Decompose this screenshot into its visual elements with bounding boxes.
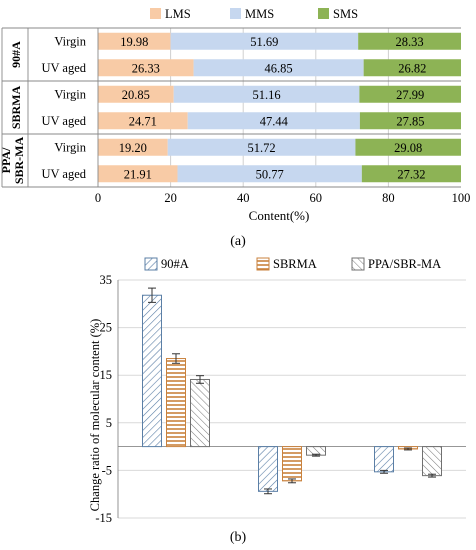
data-label: 28.33 [396,35,424,49]
legend-label-lms: LMS [165,7,191,21]
gridlines [118,279,466,519]
bars [142,287,442,495]
panel-label-b: (b) [230,530,247,545]
legend-swatch-lms [150,8,161,19]
x-tick-label: 60 [310,191,323,205]
group-label: SBRMA [9,86,23,130]
y-tick-label: -5 [102,463,112,477]
bar [422,446,442,477]
data-label: 20.85 [122,88,150,102]
bar-segment [98,112,188,130]
row-label: Virgin [54,34,86,48]
bar-segment [355,138,461,156]
data-label: 29.08 [394,141,422,155]
y-tick-label: 15 [100,368,113,382]
bar [190,378,210,448]
bar-segment [187,112,360,130]
bar [142,294,162,448]
legend: 90#A SBRMA PPA/SBR-MA [144,257,441,271]
bar-segment [173,85,360,103]
data-label: 27.32 [397,167,425,181]
data-label: 46.85 [265,61,293,75]
bar-segment [359,85,461,103]
group-label: 90#A [9,41,23,68]
bar-segment [177,165,362,183]
row-label: UV aged [41,167,86,181]
data-label: 50.77 [256,167,284,181]
legend-swatch-sms [318,8,329,19]
bar-segment [98,138,168,156]
data-label: 19.20 [119,141,147,155]
data-label: 27.99 [396,88,424,102]
y-tick-label: 35 [100,273,113,287]
data-label: 26.33 [132,61,160,75]
bar-segment [98,32,171,50]
bar-segment [98,85,174,103]
data-label: 51.72 [248,141,276,155]
data-label: 19.98 [120,35,148,49]
row-label: UV aged [41,61,86,75]
x-tick-label: 40 [237,191,250,205]
bar-segment [358,32,461,50]
legend-swatch [256,257,270,271]
bar-segment [98,165,178,183]
y-tick-label: 25 [100,321,113,335]
panel-label-a: (a) [230,234,246,249]
bars: 19.98 51.69 28.33 26.33 46.85 26.82 20.85 51.16… [98,32,461,183]
bar-segment [359,112,461,130]
legend-swatch-mms [230,8,241,19]
y-tick-labels: -15 -5 5 15 25 35 [95,273,112,525]
y-tick-label: 5 [106,416,112,430]
bar [166,358,186,448]
legend-swatch [144,257,158,271]
bar-segment [361,165,461,183]
bar [258,446,278,492]
x-axis-title: Content(%) [249,208,310,223]
bar [374,446,394,473]
bar [282,446,302,482]
legend-swatch [351,257,365,271]
bar-segment [167,138,356,156]
chart-frame: 90#A Virgin UV aged SBRMA Virgin UV aged PPA/S… [0,27,461,188]
data-label: 51.69 [250,35,278,49]
row-label: Virgin [54,140,86,154]
legend-label: SBRMA [273,257,317,271]
x-tick-labels: 0 20 40 60 80 100 [95,191,471,205]
y-axis-title: Change ratio of molecular content (%) [88,319,102,512]
legend-label-mms: MMS [245,7,274,21]
data-label: 27.85 [396,114,424,128]
data-label: 26.82 [398,61,426,75]
grouped-bar-chart: 90#A SBRMA PPA/SBR-MA -15 -5 5 15 25 35 Change … [88,257,466,545]
row-label: Virgin [54,87,86,101]
data-label: 21.91 [124,167,152,181]
data-label: 24.71 [129,114,157,128]
x-tick-label: 20 [164,191,177,205]
bar-segment [193,59,364,77]
gridlines [170,28,389,187]
group-label: PPA/SBR-MA [0,137,26,185]
legend-label: 90#A [161,257,189,271]
y-tick-label: -15 [95,511,112,525]
data-label: 51.16 [252,88,280,102]
stacked-bar-chart: LMS MMS SMS 19.98 51.69 28.33 26.33 46.85 26.82… [0,7,470,249]
x-tick-label: 100 [452,191,471,205]
x-tick-label: 0 [95,191,101,205]
data-label: 47.44 [260,114,289,128]
bar-segment [363,59,461,77]
legend-label-sms: SMS [333,7,358,21]
legend-label: PPA/SBR-MA [368,257,441,271]
bar-segment [170,32,359,50]
legend: LMS MMS SMS [150,7,358,21]
row-label: UV aged [41,114,86,128]
bar-segment [98,59,194,77]
x-tick-label: 80 [382,191,395,205]
